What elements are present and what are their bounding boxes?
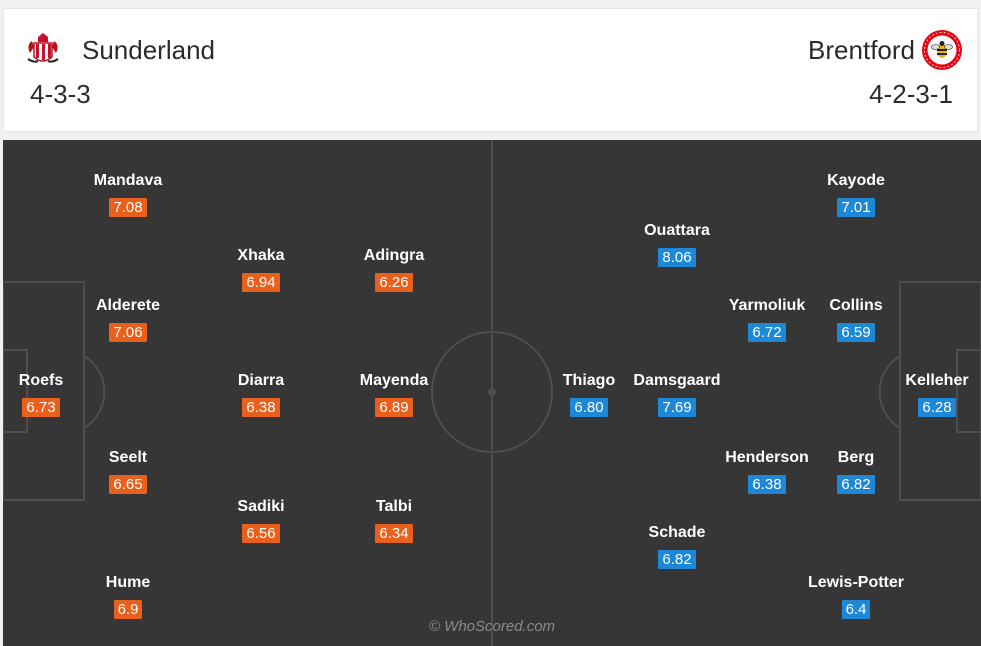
player-rating: 6.34 (375, 524, 413, 543)
player-name: Talbi (375, 498, 413, 515)
player-name: Damsgaard (633, 372, 721, 389)
away-player-schade[interactable]: Schade 6.82 (629, 524, 725, 569)
away-player-damsgaard[interactable]: Damsgaard 7.69 (629, 372, 725, 417)
player-name: Mandava (93, 172, 163, 189)
home-team-name[interactable]: Sunderland (82, 35, 215, 65)
home-player-adingra[interactable]: Adingra 6.26 (349, 247, 439, 292)
player-name: Hume (105, 574, 151, 591)
player-name: Kayode (827, 172, 885, 189)
player-rating: 6.65 (109, 475, 147, 494)
away-formation: 4-2-3-1 (869, 79, 953, 109)
player-name: Xhaka (237, 247, 285, 264)
home-player-hume[interactable]: Hume 6.9 (83, 574, 173, 619)
player-name: Thiago (562, 372, 616, 389)
sunderland-crest-icon[interactable] (22, 29, 64, 71)
home-player-mayenda[interactable]: Mayenda 6.89 (349, 372, 439, 417)
player-name: Sadiki (237, 498, 285, 515)
home-player-sadiki[interactable]: Sadiki 6.56 (216, 498, 306, 543)
player-name: Ouattara (644, 222, 710, 239)
player-rating: 7.01 (837, 198, 875, 217)
player-name: Henderson (725, 449, 809, 466)
player-rating: 7.08 (109, 198, 147, 217)
home-player-diarra[interactable]: Diarra 6.38 (216, 372, 306, 417)
away-player-berg[interactable]: Berg 6.82 (808, 449, 904, 494)
player-name: Yarmoliuk (728, 297, 806, 314)
player-name: Diarra (237, 372, 285, 389)
player-name: Roefs (18, 372, 64, 389)
player-rating: 6.4 (841, 600, 871, 619)
player-rating: 6.89 (375, 398, 413, 417)
player-name: Mayenda (359, 372, 429, 389)
player-rating: 7.69 (658, 398, 696, 417)
pitch: Mandava 7.08 Xhaka 6.94 Adingra 6.26 Ald… (3, 140, 981, 646)
away-player-kayode[interactable]: Kayode 7.01 (808, 172, 904, 217)
player-name: Seelt (108, 449, 148, 466)
player-rating: 8.06 (658, 248, 696, 267)
player-rating: 6.82 (658, 550, 696, 569)
player-rating: 6.26 (375, 273, 413, 292)
player-name: Berg (837, 449, 875, 466)
watermark: © WhoScored.com (428, 618, 556, 635)
player-rating: 6.72 (748, 323, 786, 342)
player-rating: 6.38 (748, 475, 786, 494)
player-rating: 7.06 (109, 323, 147, 342)
player-rating: 6.56 (242, 524, 280, 543)
player-rating: 6.94 (242, 273, 280, 292)
home-player-talbi[interactable]: Talbi 6.34 (349, 498, 439, 543)
home-player-seelt[interactable]: Seelt 6.65 (83, 449, 173, 494)
away-team-name[interactable]: Brentford (808, 35, 915, 65)
player-name: Collins (829, 297, 883, 314)
player-rating: 6.82 (837, 475, 875, 494)
away-player-ouattara[interactable]: Ouattara 8.06 (629, 222, 725, 267)
pitch-markings (3, 140, 981, 646)
away-player-lewis-potter[interactable]: Lewis-Potter 6.4 (798, 574, 914, 619)
player-rating: 6.28 (918, 398, 956, 417)
home-formation: 4-3-3 (30, 79, 91, 109)
home-player-alderete[interactable]: Alderete 7.06 (83, 297, 173, 342)
away-player-henderson[interactable]: Henderson 6.38 (719, 449, 815, 494)
home-player-mandava[interactable]: Mandava 7.08 (83, 172, 173, 217)
away-player-kelleher[interactable]: Kelleher 6.28 (899, 372, 975, 417)
brentford-crest-icon[interactable] (921, 29, 963, 71)
player-rating: 6.38 (242, 398, 280, 417)
player-rating: 6.80 (570, 398, 608, 417)
player-name: Lewis-Potter (807, 574, 904, 591)
player-name: Alderete (95, 297, 161, 314)
player-rating: 6.73 (22, 398, 60, 417)
player-name: Kelleher (905, 372, 969, 389)
teams-header: Sunderland 4-3-3 Brentford 4-2-3-1 (3, 8, 978, 132)
home-player-roefs[interactable]: Roefs 6.73 (3, 372, 79, 417)
away-player-thiago[interactable]: Thiago 6.80 (551, 372, 627, 417)
away-player-yarmoliuk[interactable]: Yarmoliuk 6.72 (719, 297, 815, 342)
player-rating: 6.9 (113, 600, 143, 619)
player-name: Schade (648, 524, 706, 541)
player-rating: 6.59 (837, 323, 875, 342)
player-name: Adingra (363, 247, 425, 264)
away-player-collins[interactable]: Collins 6.59 (808, 297, 904, 342)
home-player-xhaka[interactable]: Xhaka 6.94 (216, 247, 306, 292)
